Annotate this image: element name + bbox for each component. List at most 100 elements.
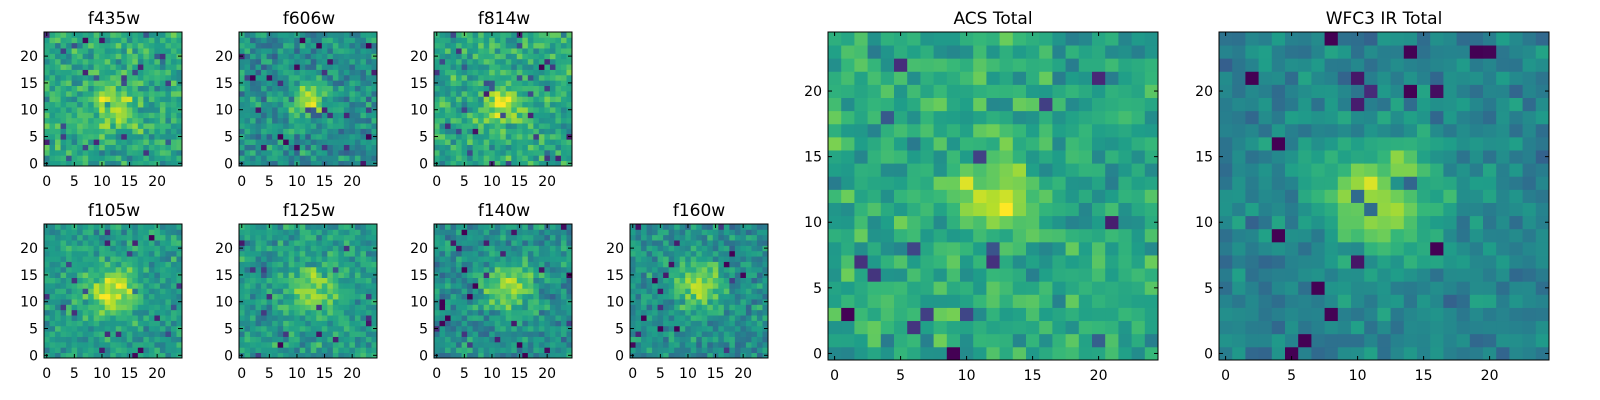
heatmap-cell [310, 107, 317, 113]
heatmap-cell [489, 53, 496, 60]
x-tick-label: 20 [538, 366, 556, 382]
heatmap-cell [88, 331, 95, 337]
heatmap-cell [560, 272, 567, 278]
heatmap-cell [549, 282, 556, 289]
heatmap-cell [115, 42, 122, 49]
heatmap-cell [635, 331, 642, 337]
heatmap-cell [321, 96, 328, 103]
heatmap-cell [305, 352, 312, 359]
heatmap-cell [266, 69, 273, 76]
heatmap-cell [445, 90, 451, 97]
heatmap-cell [165, 261, 172, 268]
heatmap-cell [321, 299, 328, 305]
heatmap-cell [44, 37, 50, 44]
heatmap-cell [467, 250, 474, 257]
heatmap-cell [349, 229, 356, 236]
heatmap-cell [527, 229, 534, 236]
heatmap-cell [740, 325, 747, 332]
heatmap-cell [494, 53, 501, 60]
heatmap-cell [1039, 255, 1053, 269]
heatmap-cell [244, 293, 251, 300]
heatmap-cell [894, 215, 908, 230]
heatmap-cell [933, 215, 948, 230]
heatmap-cell [740, 250, 747, 257]
heatmap-cell [154, 48, 161, 54]
heatmap-cell [999, 215, 1014, 230]
heatmap-cell [137, 299, 144, 305]
heatmap-cell [310, 144, 317, 151]
heatmap-cell [332, 112, 339, 119]
heatmap-cell [55, 133, 61, 140]
heatmap-cell [986, 163, 1000, 177]
heatmap-cell [646, 331, 653, 337]
heatmap-cell [104, 299, 111, 305]
heatmap-cell [283, 347, 290, 354]
heatmap-cell [734, 266, 741, 273]
heatmap-cell [1131, 241, 1146, 256]
heatmap-cell [494, 282, 501, 289]
heatmap-cell [104, 229, 111, 236]
heatmap-cell [371, 42, 378, 49]
heatmap-cell [560, 53, 567, 60]
heatmap-cell [555, 240, 562, 246]
heatmap-cell [93, 315, 100, 321]
heatmap-cell [266, 304, 273, 311]
heatmap-cell [288, 304, 295, 311]
heatmap-cell [549, 90, 556, 97]
heatmap-cell [751, 277, 758, 284]
heatmap-cell [261, 250, 267, 257]
heatmap-cell [294, 336, 301, 343]
heatmap-cell [652, 240, 658, 246]
heatmap-cell [88, 96, 95, 103]
heatmap-cell [445, 64, 451, 70]
heatmap-cell [148, 37, 155, 44]
heatmap-cell [99, 315, 106, 321]
heatmap-cell [239, 85, 245, 92]
heatmap-cell [176, 48, 183, 54]
heatmap-cell [456, 112, 462, 119]
heatmap-cell [729, 341, 736, 348]
heatmap-cell [110, 309, 117, 316]
heatmap-cell [371, 240, 378, 246]
heatmap-cell [299, 48, 306, 54]
heatmap-cell [165, 123, 172, 129]
heatmap-cell [527, 53, 534, 60]
heatmap-cell [555, 234, 562, 241]
heatmap-cell [165, 107, 172, 113]
heatmap-cell [283, 315, 290, 321]
heatmap-cell [734, 304, 741, 311]
heatmap-cell [745, 309, 752, 316]
heatmap-cell [538, 133, 545, 140]
heatmap-cell [745, 325, 752, 332]
heatmap-cell [674, 331, 681, 337]
heatmap-cell [176, 96, 183, 103]
heatmap-cell [494, 309, 501, 316]
heatmap-cell [467, 320, 474, 327]
heatmap-cell [668, 341, 675, 348]
heatmap-cell [461, 101, 468, 108]
heatmap-cell [630, 293, 636, 300]
heatmap-cell [828, 150, 842, 164]
heatmap-cell [494, 229, 501, 236]
heatmap-cell [332, 80, 339, 86]
heatmap-cell [544, 315, 551, 321]
heatmap-cell [439, 304, 446, 311]
heatmap-cell [310, 64, 317, 70]
heatmap-cell [494, 288, 501, 295]
heatmap-cell [148, 90, 155, 97]
heatmap-cell [828, 202, 842, 217]
heatmap-cell [986, 202, 1000, 217]
heatmap-cell [999, 281, 1014, 295]
heatmap-cell [641, 240, 647, 246]
heatmap-cell [126, 80, 133, 86]
heatmap-cell [555, 341, 562, 348]
heatmap-cell [321, 133, 328, 140]
heatmap-cell [137, 315, 144, 321]
heatmap-cell [49, 133, 56, 140]
heatmap-cell [371, 85, 378, 92]
heatmap-cell [266, 261, 273, 268]
heatmap-cell [261, 90, 267, 97]
heatmap-cell [82, 160, 89, 167]
heatmap-cell [663, 304, 670, 311]
heatmap-cell [137, 245, 144, 252]
